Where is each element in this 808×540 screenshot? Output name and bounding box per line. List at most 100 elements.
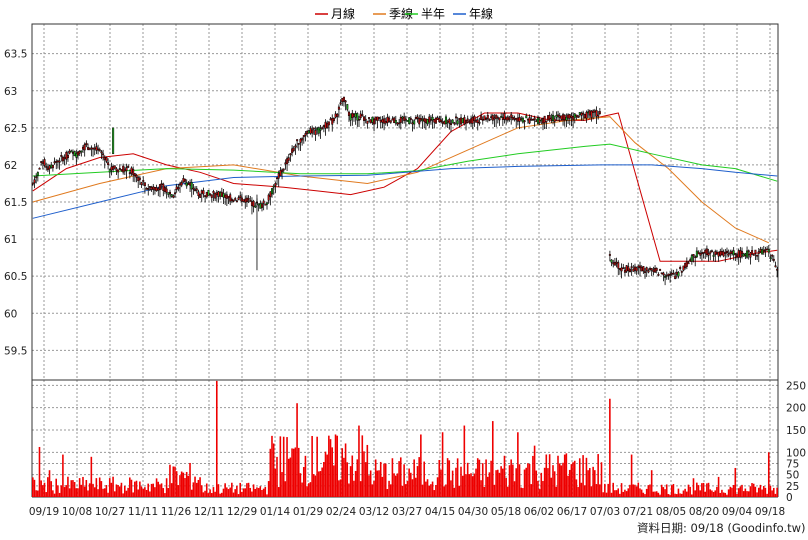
volume-bar	[533, 445, 536, 497]
candle-body	[386, 116, 389, 123]
candle-body	[570, 115, 573, 118]
volume-bar	[604, 483, 606, 497]
candle-body	[264, 203, 267, 206]
volume-bar	[292, 448, 295, 497]
candle-body	[117, 169, 120, 173]
volume-bar	[746, 491, 748, 497]
volume-bar	[381, 476, 384, 497]
candle-body	[247, 198, 250, 200]
candle-body	[127, 165, 130, 168]
volume-bar	[716, 487, 718, 497]
candle-body	[229, 194, 232, 202]
candle-body	[41, 161, 44, 164]
candle-body	[715, 251, 718, 254]
candle-body	[593, 110, 596, 113]
candle-body	[145, 188, 148, 190]
candle-body	[120, 169, 123, 171]
volume-bar	[403, 464, 405, 497]
candle-body	[250, 201, 253, 206]
candle-body	[649, 268, 652, 270]
candle-body	[142, 180, 145, 182]
volume-bar	[75, 488, 78, 497]
candle-body	[83, 144, 86, 151]
volume-bar	[239, 482, 241, 497]
volume-bar	[441, 432, 444, 497]
x-tick-label: 01/29	[293, 506, 323, 518]
volume-bar	[468, 474, 471, 497]
volume-bar	[573, 460, 576, 497]
candle-body	[754, 249, 757, 254]
candle-body	[148, 186, 151, 188]
candle-body	[88, 148, 91, 151]
candle-body	[414, 117, 417, 120]
volume-bar	[83, 486, 86, 497]
candle-body	[147, 188, 150, 190]
volume-bar	[537, 480, 539, 497]
volume-bar	[677, 488, 680, 497]
volume-bar	[518, 464, 521, 497]
volume-bar	[261, 490, 263, 497]
volume-bar	[757, 487, 760, 497]
volume-bar	[202, 492, 205, 497]
volume-bar	[772, 487, 775, 497]
volume-bar	[717, 476, 720, 497]
volume-bar	[373, 480, 375, 497]
volume-bar	[252, 484, 255, 497]
candle-body	[354, 113, 357, 118]
volume-bar	[172, 466, 175, 497]
volume-bar	[217, 484, 220, 497]
candle-body	[399, 116, 402, 123]
volume-bar	[160, 483, 163, 497]
candle-body	[448, 118, 451, 124]
candle-body	[304, 133, 307, 136]
candle-body	[729, 251, 732, 255]
volume-bar	[346, 462, 349, 497]
candle-body	[351, 112, 354, 118]
volume-bar	[751, 483, 753, 497]
candle-body	[483, 115, 486, 121]
candle-body	[128, 172, 131, 175]
volume-bar	[756, 492, 758, 497]
candle-body	[394, 119, 397, 124]
candle-body	[741, 251, 744, 255]
volume-bar	[157, 481, 160, 497]
volume-bars	[32, 380, 778, 497]
candle-body	[381, 119, 384, 123]
candle-body	[373, 118, 376, 125]
candle-body	[637, 265, 640, 268]
candle-body	[363, 116, 366, 121]
volume-tick-label: 0	[786, 492, 793, 504]
volume-bar	[619, 493, 621, 497]
volume-bar	[629, 484, 631, 497]
volume-bar	[592, 466, 594, 497]
volume-bar	[95, 478, 98, 497]
volume-bar	[388, 480, 390, 497]
candle-body	[197, 191, 200, 197]
candle-body	[690, 255, 693, 262]
volume-bar	[774, 493, 777, 497]
candle-body	[568, 114, 571, 119]
volume-bar	[709, 489, 712, 497]
ma-line-half-year	[32, 143, 778, 182]
candle-body	[421, 119, 424, 121]
candle-body	[685, 261, 688, 267]
volume-bar	[727, 489, 730, 497]
candle-body	[675, 271, 678, 275]
x-tick-label: 02/24	[326, 506, 357, 518]
volume-bar	[597, 454, 599, 497]
volume-tick-label: 100	[786, 447, 806, 459]
volume-bar	[170, 483, 173, 497]
volume-bar	[159, 484, 161, 497]
volume-bar	[502, 468, 504, 497]
volume-bar	[45, 492, 47, 497]
candle-body	[296, 139, 299, 142]
candle-body	[347, 111, 350, 116]
volume-bar	[266, 494, 268, 497]
candle-body	[528, 117, 531, 124]
candle-body	[506, 116, 509, 121]
volume-tick-label: 75	[786, 459, 799, 471]
x-tick-label: 08/05	[656, 506, 686, 518]
candle-body	[130, 167, 133, 174]
volume-bar	[311, 435, 313, 497]
volume-bar	[366, 444, 369, 497]
